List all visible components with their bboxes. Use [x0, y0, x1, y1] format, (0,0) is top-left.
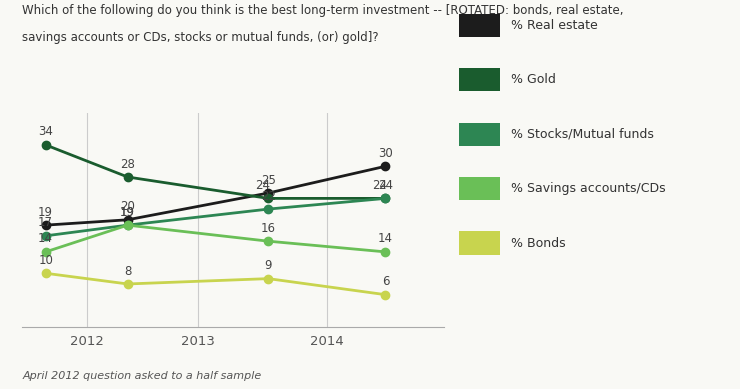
Text: 19: 19 [120, 206, 135, 219]
Text: 28: 28 [120, 158, 135, 170]
Text: 24: 24 [255, 179, 270, 192]
Text: 17: 17 [38, 216, 53, 230]
Text: % Bonds: % Bonds [511, 237, 565, 250]
Text: 24: 24 [372, 179, 387, 192]
Text: 14: 14 [378, 233, 393, 245]
Text: 6: 6 [382, 275, 389, 288]
Text: April 2012 question asked to a half sample: April 2012 question asked to a half samp… [22, 371, 261, 381]
Text: 34: 34 [38, 126, 53, 138]
Text: 25: 25 [260, 173, 276, 187]
Text: 24: 24 [378, 179, 393, 192]
Text: 10: 10 [38, 254, 53, 267]
Text: 30: 30 [378, 147, 393, 160]
Text: 19: 19 [38, 206, 53, 219]
Text: % Savings accounts/CDs: % Savings accounts/CDs [511, 182, 665, 195]
Text: % Stocks/Mutual funds: % Stocks/Mutual funds [511, 128, 653, 141]
Text: 14: 14 [38, 233, 53, 245]
Text: Which of the following do you think is the best long-term investment -- [ROTATED: Which of the following do you think is t… [22, 4, 624, 17]
Text: 20: 20 [120, 200, 135, 213]
Text: % Real estate: % Real estate [511, 19, 597, 32]
Text: 16: 16 [260, 222, 276, 235]
Text: 22: 22 [260, 190, 276, 203]
Text: savings accounts or CDs, stocks or mutual funds, (or) gold]?: savings accounts or CDs, stocks or mutua… [22, 31, 379, 44]
Text: % Gold: % Gold [511, 73, 556, 86]
Text: 8: 8 [124, 265, 131, 278]
Text: 9: 9 [264, 259, 272, 272]
Text: 19: 19 [120, 206, 135, 219]
